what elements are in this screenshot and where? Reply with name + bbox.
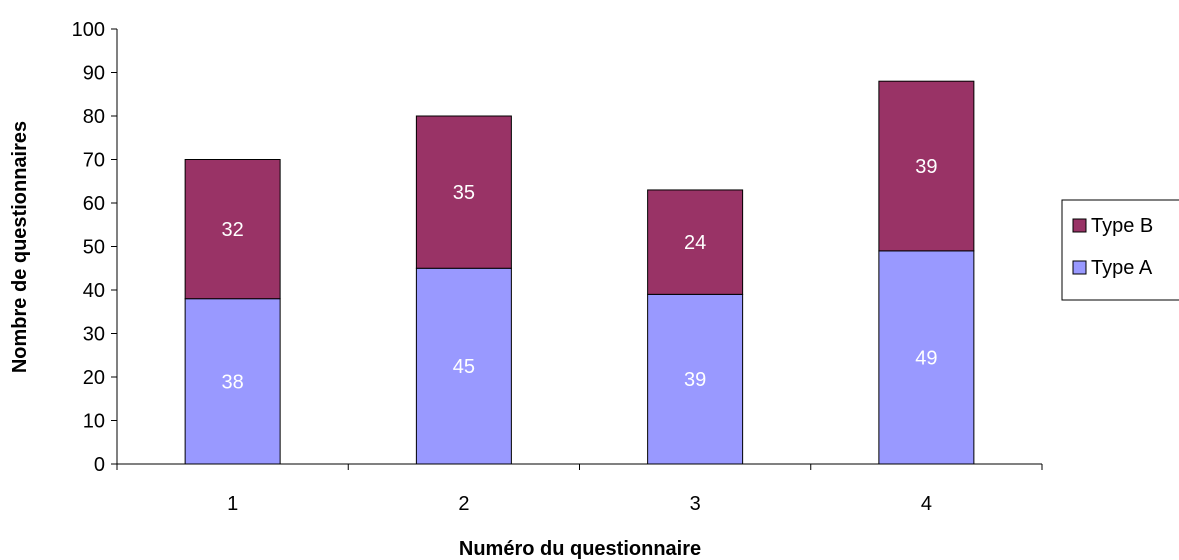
data-label-type-b: 39 bbox=[915, 156, 937, 178]
x-tick-label: 3 bbox=[690, 493, 701, 515]
x-tick-label: 2 bbox=[458, 493, 469, 515]
y-tick-label: 70 bbox=[83, 150, 105, 172]
y-tick-label: 30 bbox=[83, 324, 105, 346]
y-axis-title: Nombre de questionnaires bbox=[9, 121, 31, 373]
bar-type-b bbox=[647, 189, 744, 295]
axes bbox=[116, 29, 1042, 465]
x-axis-title: Numéro du questionnaire bbox=[459, 538, 701, 560]
bars bbox=[184, 80, 975, 465]
data-labels: 38 32 45 35 39 24 49 39 bbox=[222, 156, 938, 393]
legend-swatch-type-b bbox=[1072, 218, 1087, 233]
y-tick-label: 0 bbox=[94, 454, 105, 476]
y-tick-label: 80 bbox=[83, 106, 105, 128]
y-axis-ticks: 0 10 20 30 40 50 60 70 80 90 100 bbox=[72, 19, 117, 476]
y-tick-label: 10 bbox=[83, 411, 105, 433]
bar-type-b bbox=[878, 80, 975, 252]
y-tick-label: 90 bbox=[83, 63, 105, 85]
legend: Type B Type A bbox=[1061, 199, 1179, 301]
x-tick-label: 1 bbox=[227, 493, 238, 515]
y-tick-label: 40 bbox=[83, 280, 105, 302]
bar-type-b bbox=[415, 115, 512, 269]
y-tick-label: 50 bbox=[83, 237, 105, 259]
legend-swatch-type-a bbox=[1072, 260, 1087, 275]
bar-type-a bbox=[647, 293, 744, 465]
y-tick-label: 60 bbox=[83, 193, 105, 215]
legend-label-type-a: Type A bbox=[1091, 257, 1153, 279]
data-label-type-a: 39 bbox=[684, 369, 706, 391]
legend-label-type-b: Type B bbox=[1091, 215, 1153, 237]
x-tick-label: 4 bbox=[921, 493, 932, 515]
bar-type-a bbox=[878, 250, 975, 465]
data-label-type-b: 24 bbox=[684, 232, 706, 254]
data-label-type-b: 35 bbox=[453, 182, 475, 204]
data-label-type-a: 45 bbox=[453, 356, 475, 378]
bar-type-a bbox=[184, 298, 281, 465]
data-label-type-a: 49 bbox=[915, 347, 937, 369]
bar-type-b bbox=[184, 159, 281, 300]
legend-box bbox=[1061, 199, 1179, 301]
data-label-type-a: 38 bbox=[222, 371, 244, 393]
y-tick-label: 100 bbox=[72, 19, 105, 41]
y-tick-label: 20 bbox=[83, 367, 105, 389]
x-axis-ticks: 1 2 3 4 bbox=[116, 464, 1043, 515]
data-label-type-b: 32 bbox=[222, 219, 244, 241]
